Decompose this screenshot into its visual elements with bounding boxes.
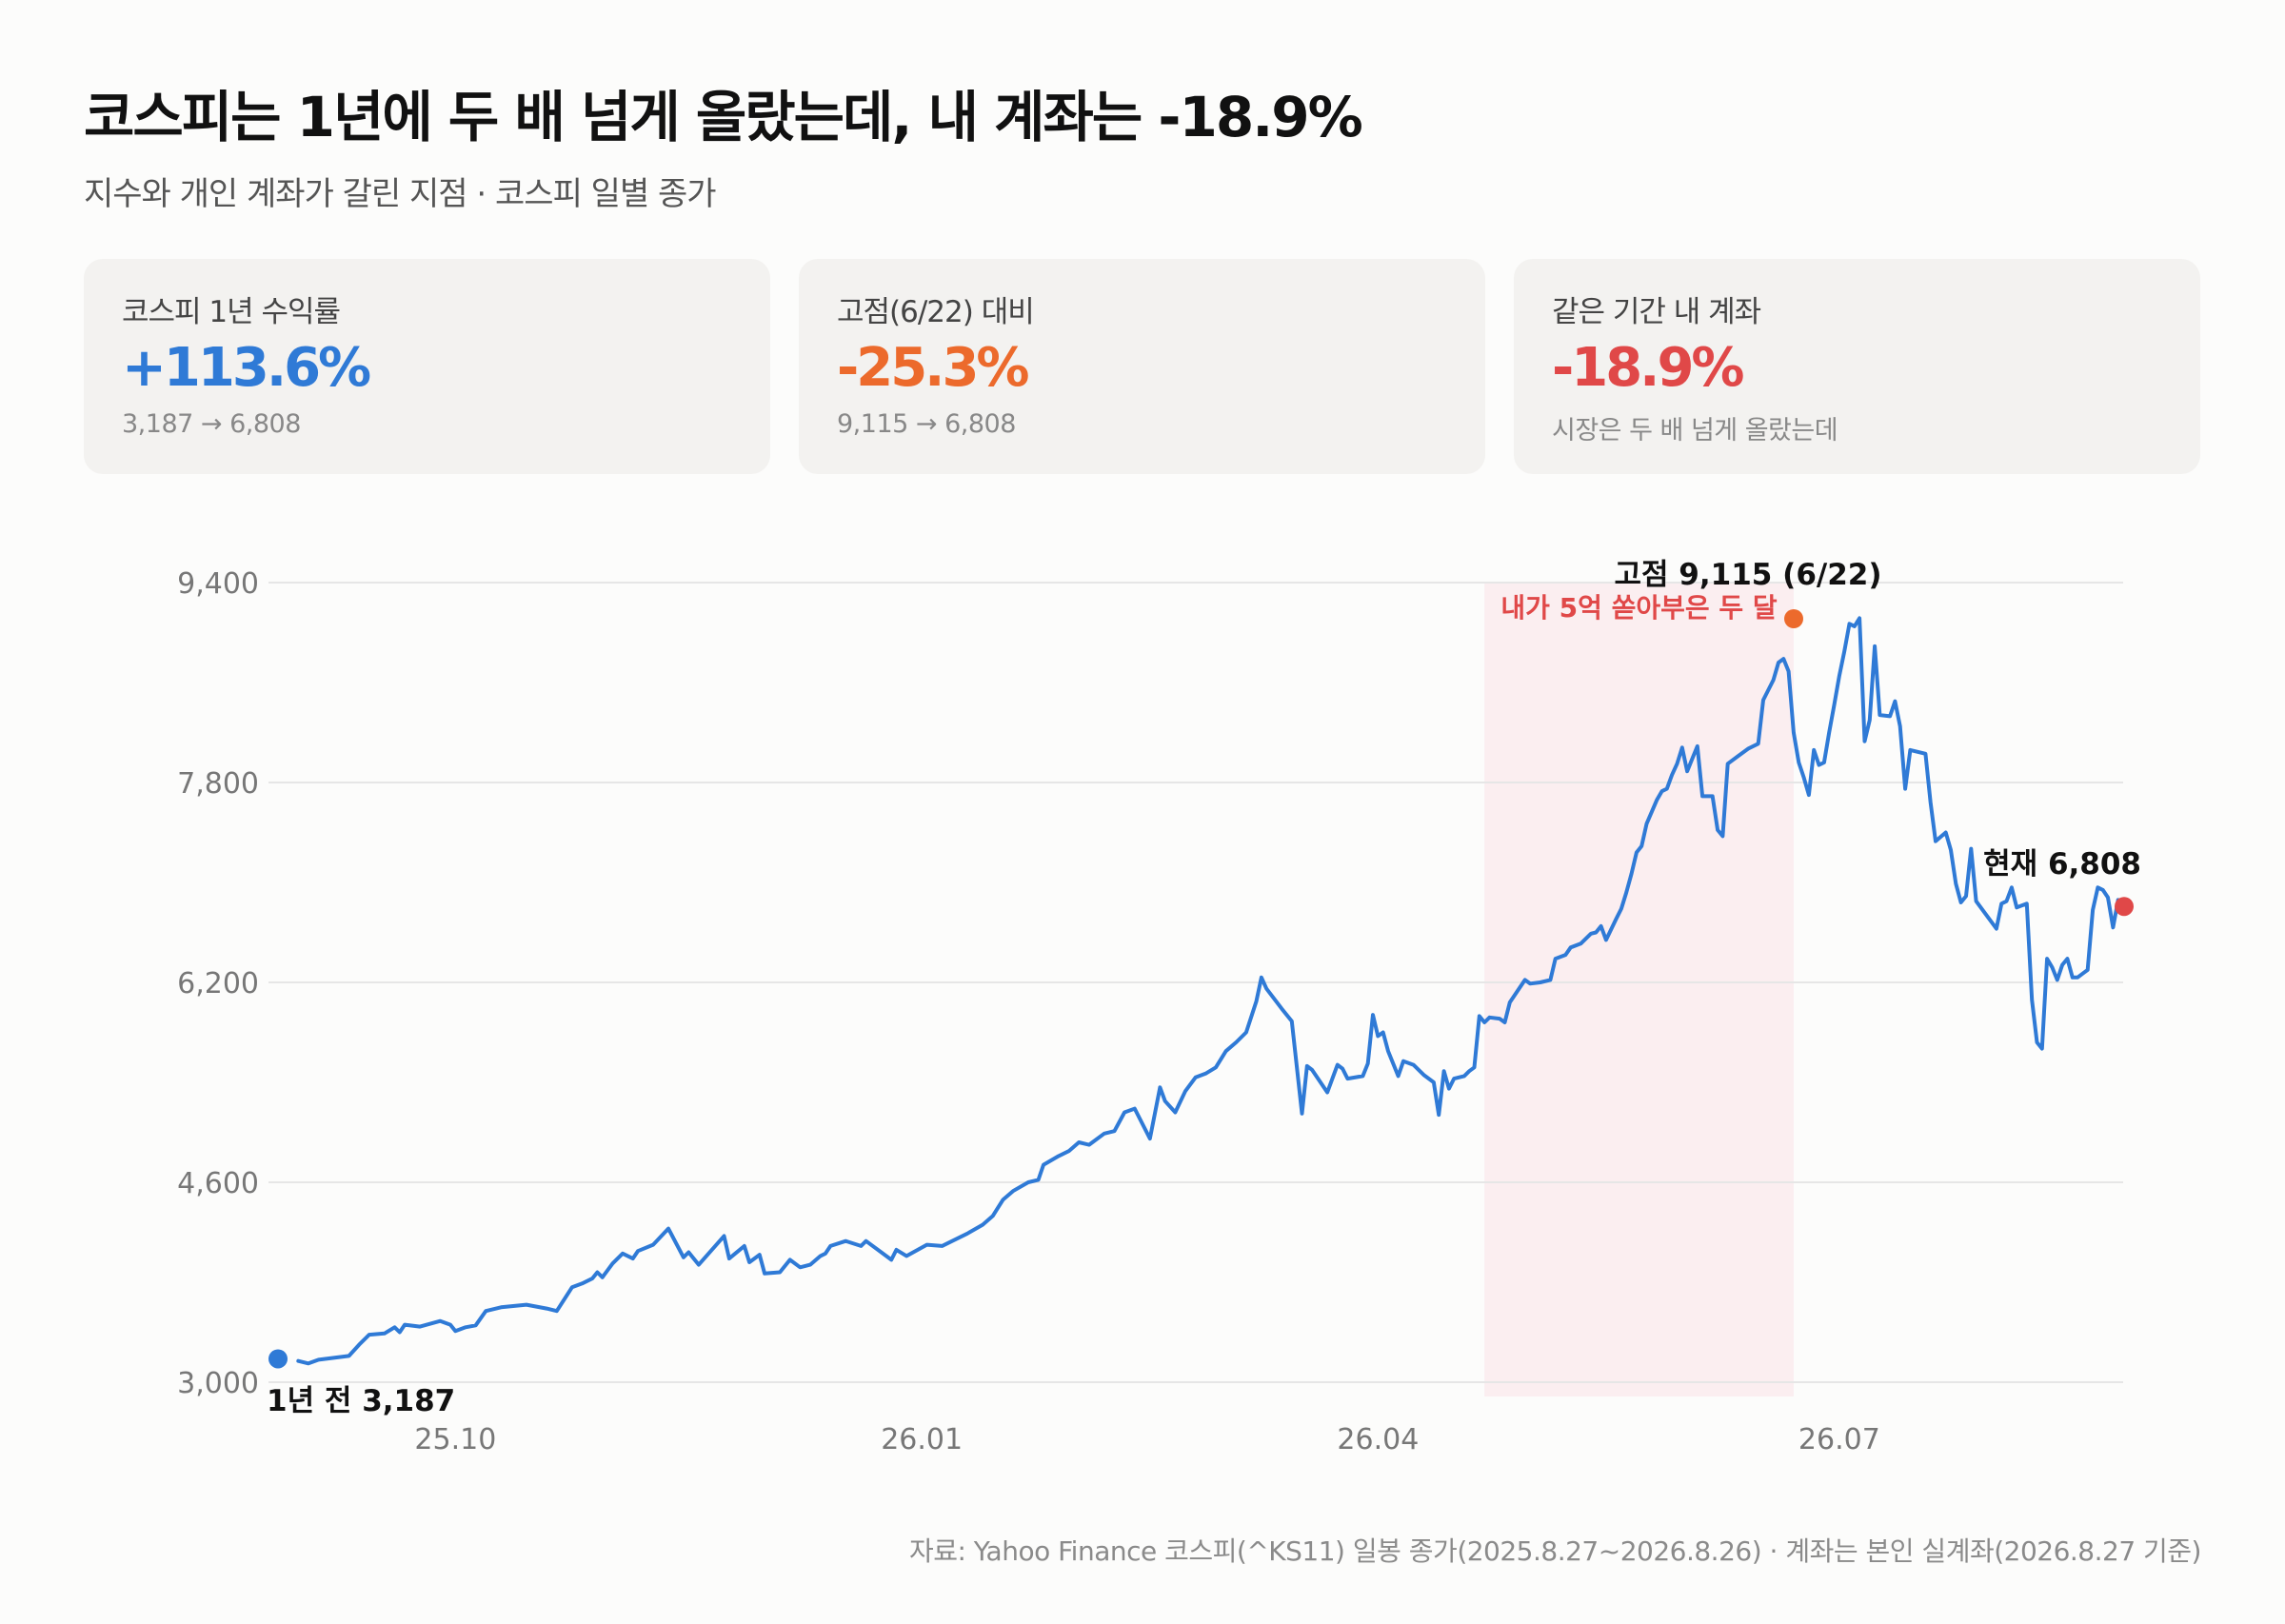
y-tick-label: 7,800	[177, 767, 259, 801]
stat-card-from-peak: 고점(6/22) 대비 -25.3% 9,115 → 6,808	[799, 259, 1485, 474]
stat-card-kospi-return: 코스피 1년 수익률 +113.6% 3,187 → 6,808	[84, 259, 770, 474]
start-point-dot	[268, 1349, 288, 1369]
stat-card-label: 코스피 1년 수익률	[122, 295, 341, 329]
y-tick-label: 9,400	[177, 567, 259, 601]
source-footnote: 자료: Yahoo Finance 코스피(^KS11) 일봉 종가(2025.…	[908, 1535, 2202, 1567]
current-point-dot	[2115, 897, 2134, 917]
current-point-label: 현재 6,808	[1983, 847, 2141, 881]
peak-point-dot	[1784, 609, 1803, 628]
kospi-series-line	[296, 616, 2125, 1366]
x-tick-label: 26.04	[1337, 1423, 1419, 1456]
stat-card-label: 같은 기간 내 계좌	[1552, 295, 1761, 329]
stat-card-value: -18.9%	[1552, 337, 1745, 399]
peak-point-label: 고점 9,115 (6/22)	[1614, 558, 1881, 592]
x-tick-label: 26.01	[881, 1423, 963, 1456]
stat-card-my-account: 같은 기간 내 계좌 -18.9% 시장은 두 배 넘게 올랐는데	[1514, 259, 2200, 474]
y-tick-label: 6,200	[177, 967, 259, 1000]
highlight-label: 내가 5억 쏟아부은 두 달	[1500, 592, 1778, 624]
y-tick-label: 4,600	[177, 1167, 259, 1200]
stat-card-sub: 3,187 → 6,808	[122, 409, 301, 439]
highlight-band	[1484, 583, 1794, 1396]
stat-card-label: 고점(6/22) 대비	[837, 295, 1035, 329]
page-subtitle: 지수와 개인 계좌가 갈린 지점 · 코스피 일별 종가	[84, 175, 717, 213]
start-point-label: 1년 전 3,187	[267, 1384, 455, 1418]
page-title: 코스피는 1년에 두 배 넘게 올랐는데, 내 계좌는 -18.9%	[84, 85, 1363, 149]
stat-card-sub: 9,115 → 6,808	[837, 409, 1016, 439]
x-tick-label: 25.10	[414, 1423, 496, 1456]
stat-card-sub: 시장은 두 배 넘게 올랐는데	[1552, 416, 1838, 446]
stat-card-value: +113.6%	[122, 337, 371, 399]
x-tick-label: 26.07	[1798, 1423, 1880, 1456]
stat-card-value: -25.3%	[837, 337, 1030, 399]
y-tick-label: 3,000	[177, 1367, 259, 1400]
